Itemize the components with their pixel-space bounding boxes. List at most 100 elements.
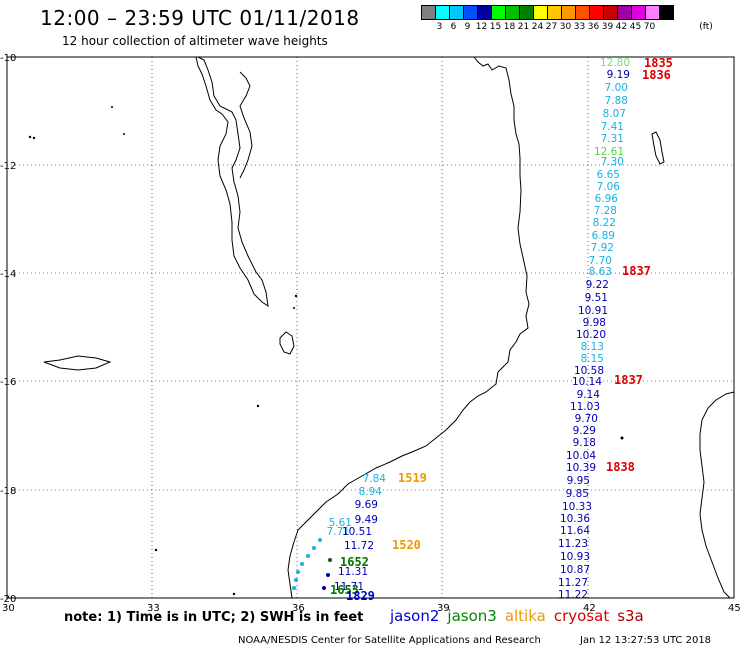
legend-tick-label: 36 bbox=[587, 22, 600, 32]
pass-time: 1653 bbox=[330, 583, 359, 597]
pass-time: 1837 bbox=[614, 373, 643, 387]
lat-label: -12 bbox=[0, 161, 16, 172]
swh-value: 7.70 bbox=[589, 255, 612, 267]
legend-tick-label: 15 bbox=[489, 22, 502, 32]
africa-coastline bbox=[287, 56, 530, 599]
offshore-track-values: 12.809.197.007.888.077.417.3112.617.306.… bbox=[558, 57, 630, 601]
swh-value: 11.72 bbox=[344, 540, 374, 552]
satellite-key: jason2 jason3 altika cryosat s3a bbox=[390, 607, 652, 625]
coastlines bbox=[43, 56, 735, 599]
swh-value: 7.84 bbox=[363, 473, 387, 485]
lon-label: 42 bbox=[583, 603, 596, 614]
legend-tick-label: 45 bbox=[629, 22, 642, 32]
lat-label: -10 bbox=[0, 53, 16, 64]
legend-tick-label: 42 bbox=[615, 22, 628, 32]
footer-note: note: 1) Time is in UTC; 2) SWH is in fe… bbox=[64, 610, 364, 625]
coastal-track-values: 7.848.949.699.495.617.7110.5111.7211.311… bbox=[292, 473, 386, 593]
legend-tick-label: 39 bbox=[601, 22, 614, 32]
swh-value: 10.14 bbox=[572, 376, 602, 388]
swh-value: 6.96 bbox=[595, 193, 619, 205]
swh-value: 9.69 bbox=[355, 499, 378, 511]
swh-value: 10.51 bbox=[342, 526, 372, 538]
swh-value: 9.29 bbox=[573, 425, 596, 437]
legend-tick-label: 30 bbox=[559, 22, 572, 32]
swh-value: 10.36 bbox=[560, 513, 590, 525]
swh-value: 11.22 bbox=[558, 589, 588, 601]
swh-value: 9.49 bbox=[355, 514, 378, 526]
swh-value: 7.71 bbox=[327, 526, 350, 538]
swh-value: 10.58 bbox=[574, 365, 604, 377]
swh-value: 10.93 bbox=[560, 551, 590, 563]
swh-value: 7.00 bbox=[605, 82, 628, 94]
madagascar-coastline bbox=[699, 391, 735, 599]
legend-labels: (ft) 3 6 9 12 15 18 21 24 27 30 33 36 39 42 45 70 bbox=[422, 20, 713, 34]
swh-value: 10.87 bbox=[560, 564, 590, 576]
pass-time: 1837 bbox=[622, 264, 651, 278]
map-title: 12:00 – 23:59 UTC 01/11/2018 bbox=[40, 6, 360, 30]
lat-label: -16 bbox=[0, 377, 16, 388]
legend-tick-label: 3 bbox=[436, 22, 443, 32]
swh-value: 9.51 bbox=[585, 292, 608, 304]
lat-label: -20 bbox=[0, 594, 16, 605]
lon-label: 45 bbox=[728, 603, 740, 614]
swh-value: 11.23 bbox=[558, 538, 588, 550]
map-frame bbox=[6, 56, 735, 599]
swh-value: 7.92 bbox=[591, 242, 614, 254]
lat-axis-labels: -10 -12 -14 -16 -18 -20 bbox=[0, 53, 16, 605]
swh-value: 8.07 bbox=[603, 108, 626, 120]
swh-value: 9.70 bbox=[575, 413, 598, 425]
pass-time: 1519 bbox=[398, 471, 427, 485]
swh-value: 9.19 bbox=[607, 69, 630, 81]
swh-value: 6.89 bbox=[592, 230, 615, 242]
satellite-name: jason2 bbox=[390, 607, 440, 625]
generated-timestamp: Jan 12 13:27:53 UTC 2018 bbox=[580, 635, 712, 646]
swh-value: 7.41 bbox=[601, 121, 624, 133]
swh-value: 7.30 bbox=[601, 156, 624, 168]
swh-value: 10.04 bbox=[566, 450, 596, 462]
pass-time: 1652 bbox=[340, 555, 369, 569]
lat-label: -14 bbox=[0, 269, 16, 280]
swh-value: 12.80 bbox=[600, 57, 630, 69]
swh-value: 10.91 bbox=[578, 305, 608, 317]
swh-value: 11.71 bbox=[334, 581, 364, 593]
swh-value: 11.64 bbox=[560, 525, 590, 537]
swh-value: 9.22 bbox=[586, 279, 609, 291]
credit-line: NOAA/NESDIS Center for Satellite Applica… bbox=[238, 635, 541, 646]
swh-value: 9.95 bbox=[567, 475, 590, 487]
legend-swatch bbox=[659, 5, 674, 20]
legend-tick-label: 21 bbox=[517, 22, 530, 32]
legend-tick-label: 27 bbox=[545, 22, 558, 32]
legend-unit: (ft) bbox=[699, 22, 713, 32]
swh-value: 10.20 bbox=[576, 329, 606, 341]
pass-time: 1520 bbox=[392, 538, 421, 552]
swh-value: 10.39 bbox=[566, 462, 596, 474]
swh-value: 11.03 bbox=[570, 401, 600, 413]
swh-value: 9.14 bbox=[577, 389, 601, 401]
color-legend: (ft) 3 6 9 12 15 18 21 24 27 30 33 36 39 42 45 70 bbox=[421, 5, 713, 34]
swh-value: 6.65 bbox=[597, 169, 620, 181]
satellite-name: s3a bbox=[617, 607, 644, 625]
swh-value: 8.13 bbox=[581, 341, 604, 353]
legend-tick-label: 24 bbox=[531, 22, 544, 32]
legend-tick-label: 9 bbox=[464, 22, 471, 32]
legend-tick-label: 70 bbox=[643, 22, 656, 32]
swh-value: 5.61 bbox=[329, 517, 352, 529]
satellite-name: jason3 bbox=[447, 607, 497, 625]
swh-value: 8.22 bbox=[593, 217, 616, 229]
comoros-island bbox=[651, 131, 665, 165]
map-subtitle: 12 hour collection of altimeter wave hei… bbox=[62, 34, 328, 48]
swh-value: 7.28 bbox=[594, 205, 617, 217]
swh-value: 10.33 bbox=[562, 501, 592, 513]
swh-value: 11.31 bbox=[338, 566, 368, 578]
swh-value: 12.61 bbox=[594, 146, 624, 158]
pass-time: 1836 bbox=[642, 68, 671, 82]
pass-time: 1838 bbox=[606, 460, 635, 474]
lon-label: 36 bbox=[292, 603, 305, 614]
swh-value: 9.98 bbox=[583, 317, 606, 329]
lon-axis-labels: 30 33 36 39 42 45 bbox=[2, 603, 740, 614]
zambezi-islands bbox=[43, 355, 112, 371]
swh-value: 9.18 bbox=[573, 437, 596, 449]
